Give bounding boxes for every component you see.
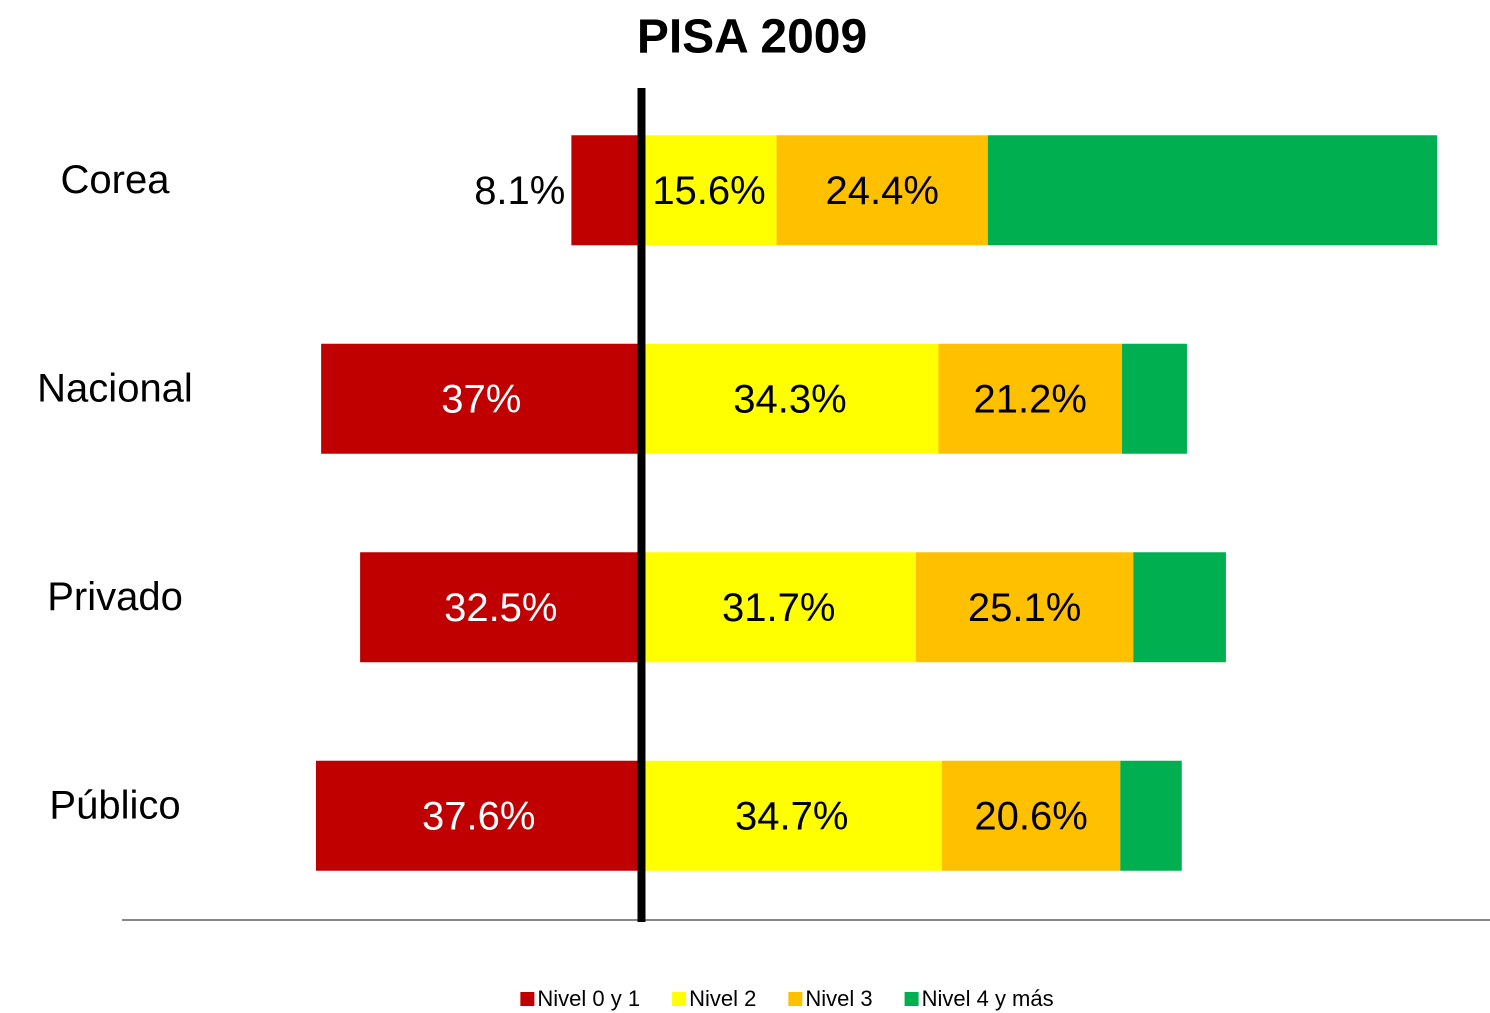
legend-swatch [672, 992, 687, 1006]
bar-segment [776, 135, 988, 246]
category-label: Corea [61, 158, 171, 202]
data-label: 37% [441, 377, 521, 421]
bar-segment [321, 343, 642, 454]
bar-segment [360, 552, 642, 663]
bar-segment [641, 135, 777, 246]
category-label: Nacional [37, 366, 193, 410]
category-label: Privado [47, 575, 183, 619]
legend-label: Nivel 4 y más [922, 986, 1054, 1011]
bar-segment [941, 760, 1121, 871]
data-label: 20.6% [974, 794, 1087, 838]
bar-segment [315, 760, 642, 871]
bar-segment [1133, 552, 1226, 663]
legend-swatch [788, 992, 803, 1006]
bar-segment [641, 760, 942, 871]
bar-segment [915, 552, 1134, 663]
bar-segment [987, 135, 1438, 246]
chart-title: PISA 2009 [637, 11, 867, 64]
bar-segment [571, 135, 642, 246]
legend: Nivel 0 y 1 Nivel 2 Nivel 3 Nivel 4 y más [520, 986, 1054, 1011]
legend-swatch [904, 992, 919, 1006]
data-label: 31.7% [722, 586, 835, 630]
data-label: 34.7% [735, 794, 848, 838]
bar-segment [641, 552, 916, 663]
data-label: 24.4% [825, 169, 938, 213]
bar-segment [938, 343, 1123, 454]
legend-label: Nivel 3 [805, 986, 872, 1011]
legend-label: Nivel 2 [689, 986, 756, 1011]
data-label: 34.3% [733, 377, 846, 421]
bar-segment [641, 343, 939, 454]
bar-segment [1120, 760, 1182, 871]
data-label: 21.2% [974, 377, 1087, 421]
legend-swatch [520, 992, 535, 1006]
data-label: 8.1% [474, 169, 565, 213]
data-label: 15.6% [652, 169, 765, 213]
category-label: Público [49, 783, 180, 827]
data-label: 37.6% [422, 794, 535, 838]
bar-segment [1122, 343, 1187, 454]
data-label: 32.5% [444, 586, 557, 630]
legend-label: Nivel 0 y 1 [537, 986, 640, 1011]
data-label: 25.1% [968, 586, 1081, 630]
